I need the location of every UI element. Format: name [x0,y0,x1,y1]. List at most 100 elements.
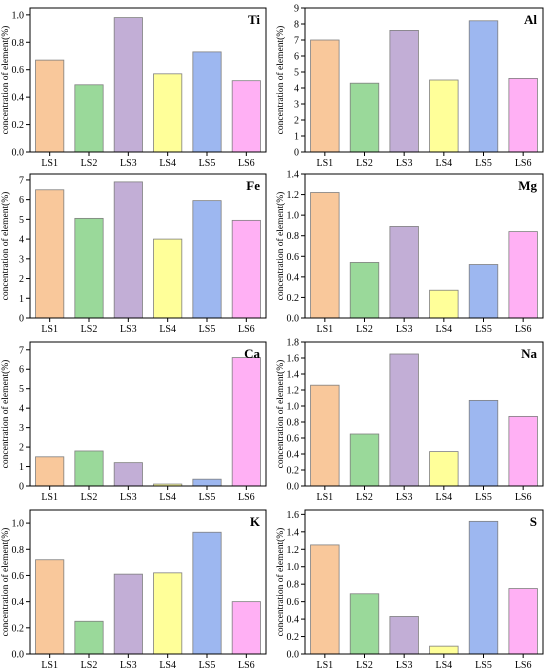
y-tick-label: 7 [19,345,24,356]
bar-ls6 [508,231,538,319]
y-tick-label: 0.8 [287,418,300,429]
y-tick-label: 3 [19,254,24,265]
x-tick-label: LS6 [515,660,532,671]
bar-ls3 [113,17,143,153]
y-tick-label: 1.0 [287,211,300,222]
x-tick-label: LS6 [515,492,532,503]
x-tick-label: LS6 [238,660,255,671]
y-tick-label: 0.4 [287,615,300,626]
y-tick-label: 0.4 [12,597,25,608]
chart-panel-ti: 0.0 0.2 0.4 0.6 0.8 1.0 LS1 LS2 LS3 LS4 LS5 LS6 conc… [0,7,267,169]
y-tick-label: 1.2 [287,386,300,397]
x-tick-label: LS3 [396,492,413,503]
y-tick-label: 0.0 [287,482,300,493]
x-tick-label: LS6 [238,158,255,169]
y-tick-label: 1.6 [287,510,300,521]
chart-panel-ca: 0 1 2 3 4 5 6 7 LS1 LS2 LS3 LS4 LS5 LS6 concentration … [0,341,267,503]
y-axis-title: concentration of element(%) [0,192,11,301]
x-tick-label: LS2 [356,660,373,671]
element-label: Na [521,346,537,361]
bar-ls1 [310,39,340,153]
plot-frame [304,173,544,319]
element-label: Al [524,12,537,27]
x-tick-label: LS4 [159,324,176,335]
bar-ls3 [389,29,419,153]
y-tick-label: 0 [19,482,24,493]
x-tick-label: LS5 [199,158,216,169]
y-tick-label: 0.2 [287,293,300,304]
x-tick-label: LS4 [159,492,176,503]
y-tick-label: 5 [294,68,299,79]
x-tick-label: LS2 [81,660,98,671]
y-tick-label: 4 [19,235,24,246]
y-tick-label: 1.0 [12,519,25,530]
x-tick-label: LS5 [199,492,216,503]
y-tick-label: 0.4 [287,272,300,283]
plot-frame [29,173,267,319]
y-tick-label: 7 [19,175,24,186]
y-tick-label: 4 [294,84,299,95]
y-tick-label: 6 [19,365,24,376]
x-tick-label: LS6 [515,324,532,335]
y-tick-label: 1 [294,132,299,143]
y-tick-label: 0.2 [287,632,300,643]
y-tick-label: 2 [19,443,24,454]
bar-ls5 [468,399,499,487]
y-tick-label: 3 [294,100,299,111]
x-tick-label: LS3 [396,324,413,335]
y-tick-label: 1.0 [287,402,300,413]
bar-ls6 [508,415,538,487]
x-tick-label: LS5 [475,492,492,503]
bar-ls6 [231,357,261,487]
bar-ls5 [468,520,499,655]
y-axis-title: concentration of element(%) [275,26,286,135]
bar-ls2 [349,433,380,487]
y-tick-label: 1.2 [287,190,300,201]
y-tick-label: 0.8 [287,231,300,242]
y-axis-title: concentration of element(%) [0,528,11,637]
y-tick-label: 6 [294,52,299,63]
bar-ls2 [74,450,104,487]
bar-ls4 [153,73,183,153]
y-tick-label: 0.8 [287,580,300,591]
y-tick-label: 1.8 [287,338,300,349]
y-tick-label: 0.0 [287,314,300,325]
x-tick-label: LS1 [316,158,333,169]
y-tick-label: 0.6 [12,571,25,582]
y-tick-label: 1.6 [287,354,300,365]
x-tick-label: LS4 [435,324,452,335]
y-axis-title: concentration of element(%) [0,26,11,135]
bar-ls5 [468,20,499,153]
y-tick-label: 1.4 [287,370,300,381]
bar-ls1 [35,559,65,655]
bar-ls1 [35,456,65,487]
x-tick-label: LS1 [41,660,58,671]
bar-ls4 [153,238,183,319]
plot-frame [29,341,267,487]
y-tick-label: 3 [19,423,24,434]
bar-ls4 [153,572,183,655]
y-tick-label: 8 [294,20,299,31]
y-tick-label: 1 [19,294,24,305]
x-tick-label: LS2 [356,158,373,169]
x-tick-label: LS3 [120,324,137,335]
bar-ls3 [113,181,143,319]
y-axis-title: concentration of element(%) [275,360,286,469]
bar-ls3 [113,573,143,655]
bar-ls2 [74,217,104,319]
y-tick-label: 1.2 [287,545,300,556]
y-axis-title: concentration of element(%) [275,528,286,637]
x-tick-label: LS2 [81,492,98,503]
bar-ls4 [429,451,459,487]
y-tick-label: 0.6 [287,434,300,445]
bar-ls1 [35,59,65,153]
y-tick-label: 0.2 [12,623,25,634]
y-axis-title: concentration of element(%) [275,192,286,301]
x-tick-label: LS5 [199,660,216,671]
y-tick-label: 0.0 [12,148,25,159]
x-tick-label: LS3 [120,492,137,503]
x-tick-label: LS4 [435,660,452,671]
x-tick-label: LS1 [316,660,333,671]
x-tick-label: LS1 [316,324,333,335]
